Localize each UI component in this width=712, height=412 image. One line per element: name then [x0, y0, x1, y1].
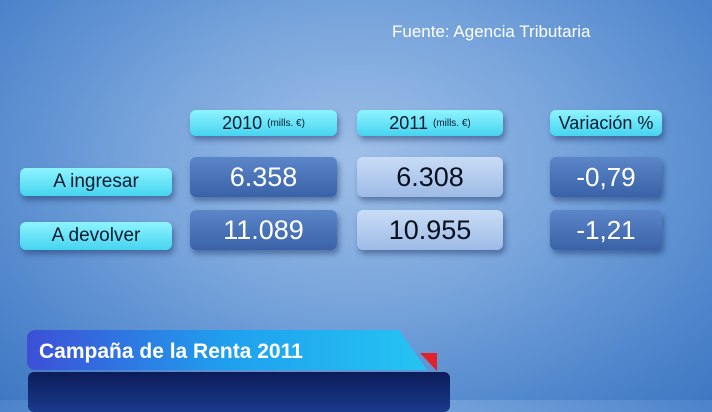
cell-2010-ingresar: 6.358 — [190, 157, 337, 197]
lower-third-panel — [28, 372, 450, 412]
header-label: Variación % — [558, 112, 654, 133]
source-caption: Fuente: Agencia Tributaria — [392, 22, 591, 41]
header-2011: 2011 (mills. €) — [357, 110, 503, 136]
header-variation: Variación % — [550, 110, 662, 136]
header-year: 2010 — [222, 112, 263, 133]
header-unit: (mills. €) — [267, 117, 305, 129]
header-year: 2011 — [389, 112, 428, 133]
cell-2010-devolver: 11.089 — [190, 210, 337, 250]
cell-variation-devolver: -1,21 — [550, 210, 662, 250]
header-unit: (mills. €) — [432, 117, 471, 129]
lower-third-title: Campaña de la Renta 2011 — [27, 330, 427, 370]
cell-2011-ingresar: 6.308 — [357, 157, 503, 197]
row-label-ingresar: A ingresar — [20, 168, 172, 196]
cell-2011-devolver: 10.955 — [357, 210, 503, 250]
header-2010: 2010 (mills. €) — [190, 110, 337, 136]
cell-variation-ingresar: -0,79 — [550, 157, 662, 197]
row-label-devolver: A devolver — [20, 222, 172, 250]
